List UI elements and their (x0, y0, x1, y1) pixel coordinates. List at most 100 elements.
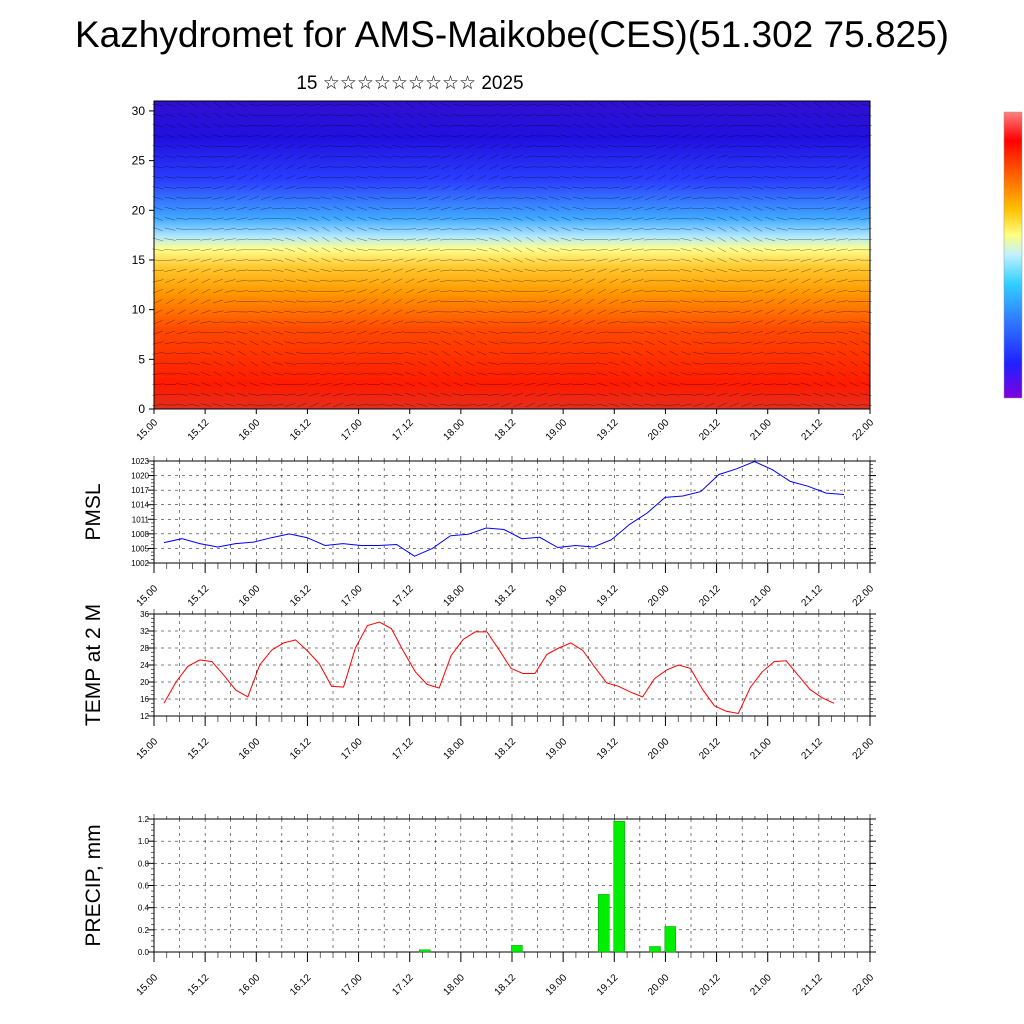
pmsl-y-tick-label: 1014 (131, 501, 149, 510)
cs-x-tick-label: 16.00 (237, 417, 263, 443)
colorbar (1003, 111, 1023, 399)
cs-y-tick-label: 5 (138, 352, 145, 366)
pmsl-x-tick-label: 15.12 (186, 583, 212, 609)
pmsl-y-tick-label: 1011 (132, 515, 150, 524)
cs-y-tick-label: 25 (132, 154, 146, 168)
cs-x-tick-label: 20.12 (697, 417, 723, 443)
pmsl-x-tick-label: 16.00 (237, 583, 263, 609)
temp-x-tick-label: 19.00 (544, 736, 570, 762)
temp-x-tick-label: 16.00 (237, 736, 263, 762)
precip-bar (419, 949, 431, 953)
temp-y-tick-label: 24 (140, 661, 149, 670)
cross-section-panel: 0 5 10 15 20 25 30 15.00 15.12 16.00 16.12 17.00 17… (132, 100, 877, 443)
pmsl-x-tick-label: 18.00 (442, 583, 468, 609)
temp-y-tick-label: 16 (140, 695, 149, 704)
temp-series-line (163, 621, 835, 715)
temp-y-tick-label: 32 (140, 627, 149, 636)
pmsl-panel: 1002 1005 1008 1011 1014 1017 1020 1023 15.00 15.… (82, 456, 876, 609)
pmsl-series-line (163, 460, 845, 557)
precip-y-tick-label: 1.0 (138, 837, 150, 846)
cs-x-tick-label: 17.12 (390, 417, 416, 443)
precip-x-tick-label: 21.00 (748, 972, 774, 998)
cs-x-tick-label: 19.00 (544, 417, 570, 443)
cs-x-tick-label: 22.00 (851, 417, 877, 443)
chart-title: Kazhydromet for AMS-Maikobe(CES)(51.302 … (74, 14, 950, 55)
temp-x-tick-label: 22.00 (851, 736, 877, 762)
pmsl-x-tick-label: 21.00 (748, 583, 774, 609)
precip-y-tick-label: 0.0 (138, 948, 150, 957)
cs-x-tick-label: 21.12 (800, 417, 826, 443)
temp-x-tick-label: 16.12 (288, 736, 314, 762)
pmsl-y-tick-label: 1005 (131, 544, 149, 553)
pmsl-y-tick-label: 1017 (131, 486, 149, 495)
temp-x-tick-label: 17.00 (339, 736, 365, 762)
cs-y-tick-label: 15 (132, 253, 146, 267)
cs-x-tick-label: 16.12 (288, 417, 314, 443)
pmsl-x-tick-label: 22.00 (851, 583, 877, 609)
cs-x-tick-label: 17.00 (339, 417, 365, 443)
temp-y-tick-label: 12 (140, 712, 149, 721)
wind-barbs (151, 102, 873, 408)
temp-y-label: TEMP at 2 M (82, 604, 105, 726)
cs-x-tick-label: 19.12 (595, 417, 621, 443)
precip-bar (664, 926, 677, 953)
cross-section-x-axis: 15.00 15.12 16.00 16.12 17.00 17.12 18.00 18.12… (135, 409, 877, 443)
precip-y-tick-label: 0.2 (138, 926, 150, 935)
pmsl-x-tick-label: 17.00 (339, 583, 365, 609)
precip-bar (511, 945, 523, 953)
wind-barb-lines (151, 102, 873, 408)
pmsl-x-tick-label: 17.12 (390, 583, 416, 609)
precip-x-tick-label: 18.00 (442, 972, 468, 998)
precip-x-tick-label: 21.12 (800, 972, 826, 998)
pmsl-x-tick-label: 19.00 (544, 583, 570, 609)
cross-section-y-axis: 0 5 10 15 20 25 30 (132, 104, 154, 416)
precip-x-tick-label: 16.00 (237, 972, 263, 998)
temp-x-tick-label: 20.12 (697, 736, 723, 762)
precip-x-tick-label: 19.12 (595, 972, 621, 998)
precip-y-label: PRECIP, mm (82, 824, 105, 946)
cs-x-tick-label: 15.12 (186, 417, 212, 443)
cs-x-tick-label: 18.00 (442, 417, 468, 443)
cs-y-tick-label: 10 (132, 303, 146, 317)
pmsl-x-tick-label: 15.00 (135, 583, 161, 609)
pmsl-x-tick-label: 21.12 (800, 583, 826, 609)
pmsl-y-tick-label: 1002 (131, 559, 149, 568)
precip-x-tick-label: 16.12 (288, 972, 314, 998)
cs-x-tick-label: 15.00 (135, 417, 161, 443)
temp-y-tick-label: 28 (140, 644, 149, 653)
precip-x-tick-label: 19.00 (544, 972, 570, 998)
precip-x-tick-label: 15.12 (186, 972, 212, 998)
pmsl-x-tick-label: 18.12 (493, 583, 519, 609)
temp-y-tick-label: 36 (140, 610, 149, 619)
precip-bar (649, 946, 661, 953)
precip-x-tick-label: 17.12 (390, 972, 416, 998)
pmsl-x-tick-label: 19.12 (595, 583, 621, 609)
cs-x-tick-label: 20.00 (646, 417, 672, 443)
temp-x-tick-label: 21.12 (800, 736, 826, 762)
precip-y-tick-label: 0.4 (138, 904, 150, 913)
cs-y-tick-label: 30 (132, 104, 146, 118)
pmsl-y-tick-label: 1020 (131, 472, 149, 481)
precip-x-tick-label: 20.00 (646, 972, 672, 998)
pmsl-x-tick-label: 20.00 (646, 583, 672, 609)
cs-x-tick-label: 18.12 (493, 417, 519, 443)
temp-x-tick-label: 20.00 (646, 736, 672, 762)
temp-x-tick-label: 19.12 (595, 736, 621, 762)
precip-y-tick-label: 0.8 (138, 859, 150, 868)
temp-x-tick-label: 15.00 (135, 736, 161, 762)
pmsl-y-tick-label: 1008 (131, 530, 149, 539)
precip-x-tick-label: 18.12 (493, 972, 519, 998)
precip-panel: 0.0 0.2 0.4 0.6 0.8 1.0 1.2 15.00 15.12 16.00 16.1… (82, 814, 876, 998)
temp-x-tick-label: 18.12 (493, 736, 519, 762)
temp-x-tick-label: 18.00 (442, 736, 468, 762)
cs-x-tick-label: 21.00 (748, 417, 774, 443)
precip-y-tick-label: 0.6 (138, 882, 150, 891)
pmsl-x-tick-label: 16.12 (288, 583, 314, 609)
precip-x-tick-label: 22.00 (851, 972, 877, 998)
temp-x-tick-label: 21.00 (748, 736, 774, 762)
precip-y-tick-label: 1.2 (138, 815, 150, 824)
pmsl-x-tick-label: 20.12 (697, 583, 723, 609)
temp-x-tick-label: 15.12 (186, 736, 212, 762)
precip-bar (613, 820, 625, 953)
